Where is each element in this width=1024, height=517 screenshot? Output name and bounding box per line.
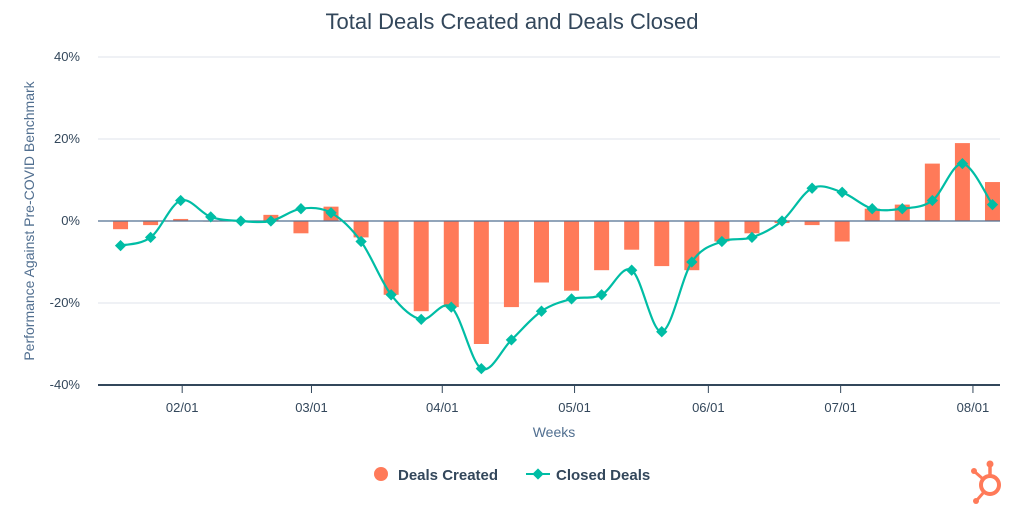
point-closed-deals[interactable] (415, 313, 427, 326)
bar-deals-created[interactable] (173, 218, 189, 221)
y-tick-label: -20% (50, 295, 81, 310)
point-closed-deals[interactable] (235, 215, 247, 227)
point-closed-deals[interactable] (385, 289, 397, 301)
x-tick-label: 02/01 (166, 400, 199, 415)
bar-deals-created[interactable] (744, 221, 760, 234)
legend-item-deals-created[interactable]: Deals Created (374, 467, 498, 484)
bar-deals-created[interactable] (564, 221, 580, 291)
bar-deals-created[interactable] (293, 221, 309, 234)
x-tick-label: 03/01 (295, 400, 328, 415)
point-closed-deals[interactable] (325, 207, 337, 219)
y-axis-ticks: 40% 20% 0% -20% -40% (50, 49, 81, 392)
x-tick-label: 08/01 (957, 400, 990, 415)
y-tick-label: 20% (54, 131, 80, 146)
hubspot-logo-icon (971, 460, 1001, 504)
bar-deals-created[interactable] (864, 208, 880, 221)
x-tick-label: 05/01 (558, 400, 591, 415)
x-tick-label: 06/01 (692, 400, 725, 415)
bar-deals-created[interactable] (413, 221, 429, 312)
chart-title: Total Deals Created and Deals Closed (326, 9, 699, 34)
x-axis-ticks: 02/01 03/01 04/01 05/01 06/01 07/01 08/01 (166, 385, 989, 415)
line-series-closed-deals (114, 157, 999, 375)
bar-deals-created[interactable] (924, 163, 940, 221)
legend: Deals Created Closed Deals (374, 467, 650, 484)
point-closed-deals[interactable] (806, 182, 818, 194)
bar-deals-created[interactable] (503, 221, 519, 308)
point-closed-deals[interactable] (445, 301, 457, 313)
point-closed-deals[interactable] (505, 334, 518, 346)
point-closed-deals[interactable] (716, 235, 728, 248)
bar-deals-created[interactable] (533, 221, 549, 283)
point-closed-deals[interactable] (565, 293, 578, 305)
y-tick-label: 40% (54, 49, 80, 64)
point-closed-deals[interactable] (986, 198, 999, 211)
point-closed-deals[interactable] (776, 215, 788, 227)
point-closed-deals[interactable] (746, 231, 758, 244)
legend-marker-closed-deals (532, 468, 544, 480)
line-closed-deals (120, 162, 994, 371)
point-closed-deals[interactable] (866, 203, 878, 215)
y-tick-label: -40% (50, 377, 81, 392)
legend-marker-deals-created (374, 467, 388, 481)
point-closed-deals[interactable] (144, 231, 157, 244)
point-closed-deals[interactable] (686, 256, 698, 268)
point-closed-deals[interactable] (114, 239, 127, 252)
legend-label-deals-created: Deals Created (398, 467, 498, 484)
x-axis-label: Weeks (533, 424, 576, 440)
point-closed-deals[interactable] (205, 211, 217, 223)
bar-deals-created[interactable] (804, 221, 820, 226)
y-tick-label: 0% (61, 213, 80, 228)
x-tick-label: 04/01 (426, 400, 459, 415)
bar-deals-created[interactable] (954, 143, 970, 221)
x-tick-label: 07/01 (824, 400, 857, 415)
bar-deals-created[interactable] (113, 221, 129, 230)
bar-series-deals-created (113, 143, 1000, 344)
bar-deals-created[interactable] (654, 221, 670, 267)
point-closed-deals[interactable] (265, 215, 277, 227)
bar-deals-created[interactable] (594, 221, 610, 271)
bar-deals-created[interactable] (624, 221, 640, 250)
point-closed-deals[interactable] (656, 326, 668, 338)
legend-item-closed-deals[interactable]: Closed Deals (526, 467, 650, 484)
point-closed-deals[interactable] (956, 157, 969, 170)
bar-deals-created[interactable] (143, 221, 159, 226)
point-closed-deals[interactable] (896, 203, 908, 215)
gridlines (98, 56, 1000, 304)
point-closed-deals[interactable] (175, 194, 187, 207)
bar-deals-created[interactable] (443, 221, 459, 308)
bar-deals-created[interactable] (473, 221, 489, 344)
point-closed-deals[interactable] (595, 289, 608, 301)
legend-label-closed-deals: Closed Deals (556, 467, 650, 484)
point-closed-deals[interactable] (626, 264, 638, 276)
y-axis-label: Performance Against Pre-COVID Benchmark (21, 80, 37, 360)
point-closed-deals[interactable] (475, 362, 488, 375)
point-closed-deals[interactable] (295, 203, 307, 215)
point-closed-deals[interactable] (926, 194, 939, 207)
point-closed-deals[interactable] (535, 305, 548, 317)
point-closed-deals[interactable] (355, 235, 367, 248)
bar-deals-created[interactable] (834, 221, 850, 242)
bar-deals-created[interactable] (353, 221, 369, 238)
point-closed-deals[interactable] (836, 186, 848, 198)
bar-deals-created[interactable] (383, 221, 399, 295)
bar-deals-created[interactable] (714, 221, 730, 242)
